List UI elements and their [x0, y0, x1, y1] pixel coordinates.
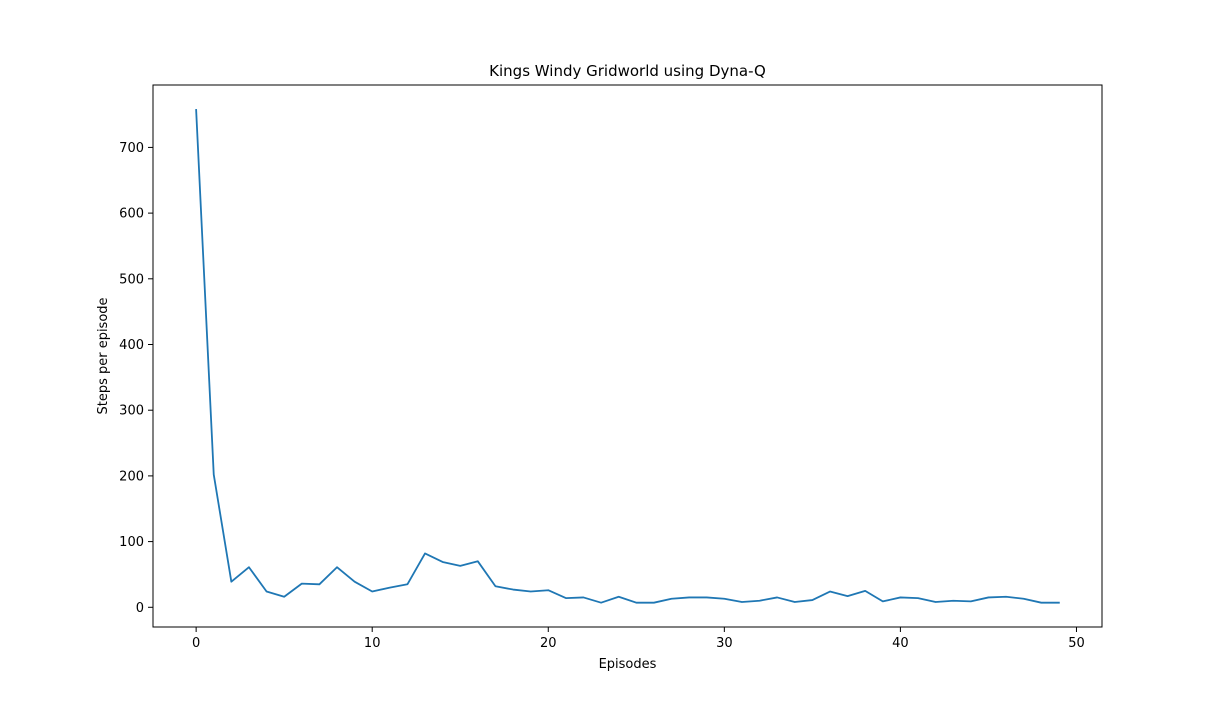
x-tick-label: 10: [364, 636, 381, 651]
x-tick-label: 40: [892, 636, 909, 651]
y-axis-label: Steps per episode: [96, 297, 111, 414]
x-tick-label: 30: [716, 636, 733, 651]
y-axis-ticks: 0 100 200 300 400 500 600 700: [119, 141, 153, 616]
y-tick-label: 600: [119, 207, 144, 222]
plot-frame: [152, 84, 1103, 628]
y-tick-label: 400: [119, 338, 144, 353]
y-tick-label: 500: [119, 272, 144, 287]
y-tick-label: 0: [136, 601, 144, 616]
x-tick-label: 50: [1068, 636, 1085, 651]
y-tick-label: 300: [119, 404, 144, 419]
y-tick-label: 200: [119, 469, 144, 484]
chart-title: Kings Windy Gridworld using Dyna-Q: [489, 62, 766, 80]
series-layer: [195, 109, 1060, 604]
x-axis-ticks: 0 10 20 30 40 50: [192, 627, 1085, 651]
series-line: [195, 109, 1060, 604]
y-tick-label: 100: [119, 535, 144, 550]
x-tick-label: 20: [540, 636, 557, 651]
plot-area: [153, 85, 1102, 627]
y-tick-label: 700: [119, 141, 144, 156]
x-axis-label: Episodes: [599, 657, 657, 672]
x-tick-label: 0: [192, 636, 200, 651]
